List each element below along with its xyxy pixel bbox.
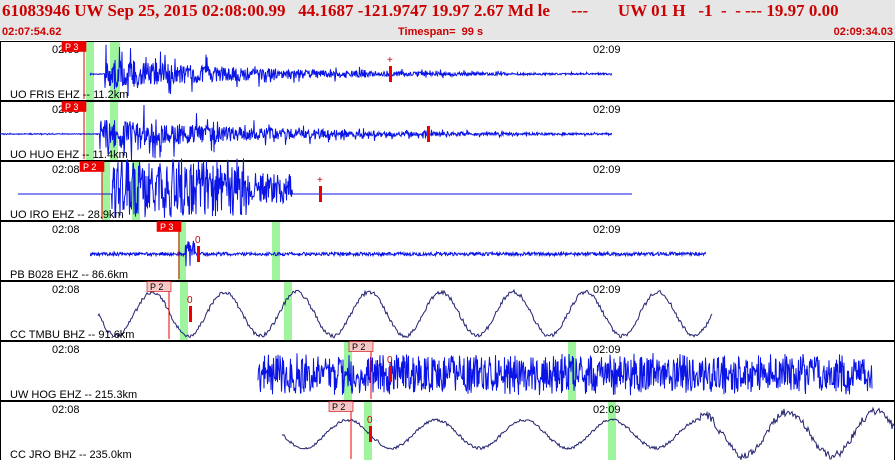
trace-row[interactable]: 02:08 02:09 P 2 + UO IRO EHZ -- 28.9km	[0, 158, 895, 222]
pick-label: P 2	[83, 162, 96, 172]
pick-flag[interactable]	[328, 401, 354, 412]
time-tick-label: 02:09	[593, 164, 621, 176]
waveform	[0, 104, 613, 161]
end-time: 02:09:34.03	[833, 26, 893, 38]
time-tick-label: 02:09	[593, 344, 621, 356]
pick-window	[568, 342, 576, 400]
pick-mark: +	[387, 55, 393, 66]
pick-flag[interactable]	[348, 341, 374, 352]
pick-window	[102, 162, 110, 220]
trace-frame	[0, 221, 895, 281]
time-tick-label: 02:09	[593, 284, 621, 296]
station-label: UW HOG EHZ -- 215.3km	[10, 389, 137, 401]
station-label: CC TMBU BHZ -- 91.6km	[10, 329, 134, 341]
time-tick-label: 02:08	[52, 224, 80, 236]
waveform	[89, 44, 613, 97]
pick-mark: 0	[367, 415, 373, 426]
waveform	[281, 406, 895, 460]
pick-flag[interactable]	[79, 161, 105, 172]
station-label: UO IRO EHZ -- 28.9km	[10, 209, 124, 221]
pick-window	[364, 402, 372, 460]
event-dashes: ---	[549, 1, 589, 20]
trace-row[interactable]: 02:08 02:09 P 2 0 CC TMBU BHZ -- 91.6km	[0, 281, 895, 342]
pick-tick	[197, 246, 200, 262]
trace-row[interactable]: 02:08 02:09 P 2 0 CC JRO BHZ -- 235.0km	[0, 401, 895, 460]
pick-flag[interactable]	[146, 281, 172, 292]
pick-label: P 3	[160, 222, 173, 232]
pick-window	[180, 282, 188, 340]
pick-mark: 0	[195, 235, 201, 246]
timespan: Timespan= 99 s	[398, 26, 484, 38]
time-tick-label: 02:08	[52, 344, 80, 356]
station-label: CC JRO BHZ -- 235.0km	[10, 449, 132, 460]
station-label: UO HUO EHZ -- 11.4km	[10, 149, 128, 161]
pick-window	[284, 282, 292, 340]
pick-tick	[369, 426, 372, 442]
pick-tick	[189, 306, 192, 322]
station-label: UO FRIS EHZ -- 11.2km	[10, 89, 128, 101]
trace-row[interactable]: 02:08 02:09 P 2 0 UW HOG EHZ -- 215.3km	[0, 341, 895, 402]
pick-mark: 0	[387, 355, 393, 366]
waveform	[257, 353, 873, 396]
event-location-magnitude: 44.1687 -121.9747 19.97 2.67 Md le	[285, 1, 550, 20]
pick-label: P 2	[332, 402, 345, 412]
pick-label: P 2	[352, 342, 365, 352]
pick-window	[608, 402, 616, 460]
pick-flag[interactable]	[61, 101, 87, 112]
pick-window	[86, 42, 94, 100]
pick-mark: 0	[187, 295, 193, 306]
event-id-datetime: 61083946 UW Sep 25, 2015 02:08:00.99	[2, 1, 286, 20]
waveform	[89, 240, 707, 267]
trace-row[interactable]: 02:08 02:09 P 3 0 PB B028 EHZ -- 86.6km	[0, 221, 895, 282]
pick-tick	[319, 186, 322, 202]
trace-frame	[0, 401, 895, 460]
pick-mark: +	[317, 175, 323, 186]
time-tick-label: 02:09	[593, 104, 621, 116]
pick-tick	[389, 366, 392, 382]
waveform	[18, 158, 632, 218]
pick-window	[178, 222, 186, 280]
pick-label: P 3	[65, 102, 78, 112]
waveform	[97, 288, 713, 339]
seismogram-panel[interactable]: 02:08 02:09 P 3 + UO FRIS EHZ -- 11.2km 02:08…	[0, 40, 895, 460]
pick-window	[272, 222, 280, 280]
time-tick-label: 02:08	[52, 404, 80, 416]
event-header: 61083946 UW Sep 25, 2015 02:08:00.99 44.…	[0, 0, 895, 40]
event-summary-line: 61083946 UW Sep 25, 2015 02:08:00.99 44.…	[2, 1, 839, 21]
time-tick-label: 02:08	[52, 164, 80, 176]
pick-flag[interactable]	[61, 41, 87, 52]
pick-flag[interactable]	[156, 221, 182, 232]
time-tick-label: 02:09	[593, 404, 621, 416]
time-tick-label: 02:08	[52, 284, 80, 296]
time-tick-label: 02:09	[593, 224, 621, 236]
station-label: PB B028 EHZ -- 86.6km	[10, 269, 128, 281]
pick-label: P 2	[150, 282, 163, 292]
pick-tick	[389, 66, 392, 82]
pick-window	[132, 162, 140, 220]
pick-label: P 3	[65, 42, 78, 52]
pick-window	[86, 102, 94, 160]
time-tick-label: 02:09	[593, 44, 621, 56]
event-quality-fields: -1 - - --- 19.97 0.00	[685, 1, 839, 20]
pick-tick	[427, 126, 430, 142]
event-network-version: UW 01 H	[588, 1, 686, 20]
start-time: 02:07:54.62	[2, 26, 62, 38]
